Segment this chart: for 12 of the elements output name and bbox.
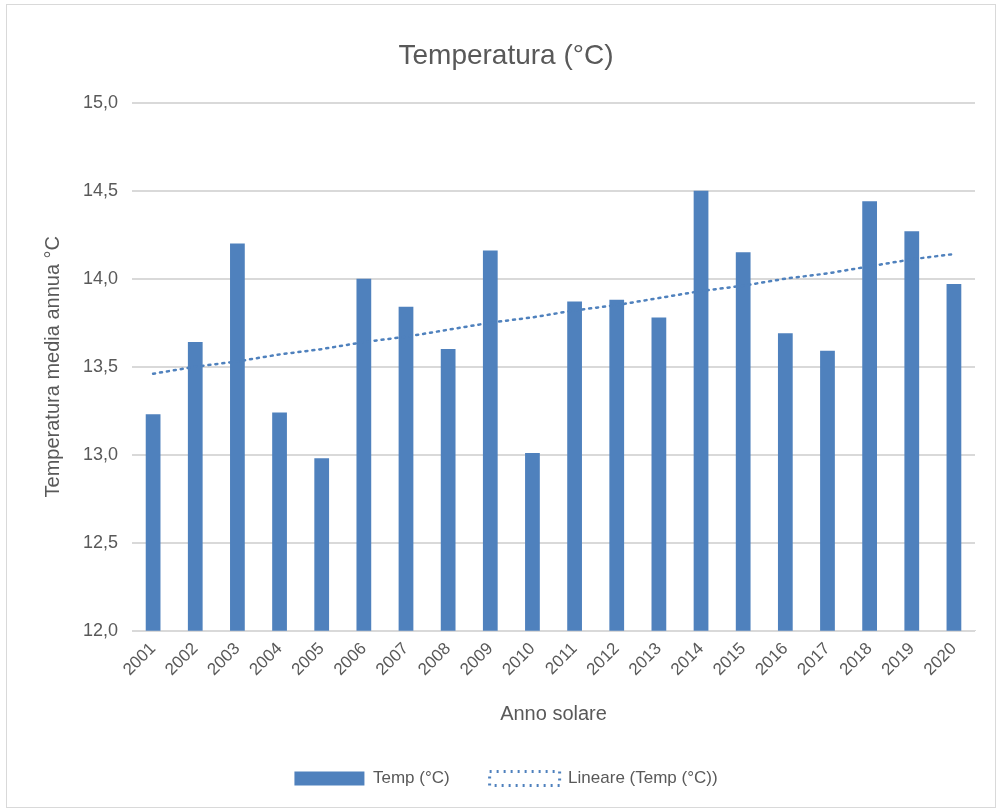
y-tick-label: 13,5 bbox=[82, 355, 119, 376]
legend-label: Lineare (Temp (°C)) bbox=[568, 768, 718, 788]
y-tick-label: 14,0 bbox=[82, 267, 119, 288]
y-tick-label: 13,0 bbox=[82, 443, 119, 464]
y-tick-label: 14,5 bbox=[82, 179, 119, 200]
y-axis-title: Temperatura media annua °C bbox=[40, 235, 63, 498]
y-tick-label: 12,0 bbox=[82, 619, 119, 640]
x-axis-title: Anno solare bbox=[500, 701, 607, 724]
chart-title: Temperatura (°C) bbox=[398, 38, 614, 70]
legend-label: Temp (°C) bbox=[372, 768, 450, 788]
y-tick-label: 12,5 bbox=[82, 531, 119, 552]
y-tick-label: 15,0 bbox=[82, 91, 119, 112]
